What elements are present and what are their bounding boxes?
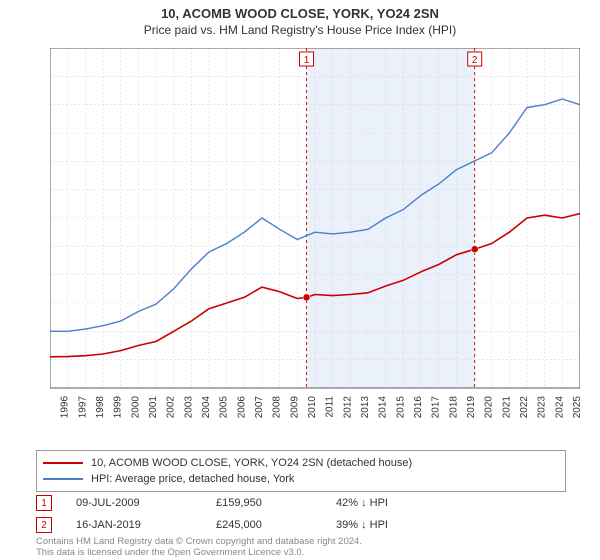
legend-box: 10, ACOMB WOOD CLOSE, YORK, YO24 2SN (de…: [36, 450, 566, 492]
svg-text:2014: 2014: [378, 396, 389, 419]
svg-text:2008: 2008: [272, 396, 283, 419]
svg-text:2010: 2010: [307, 396, 318, 419]
svg-text:1997: 1997: [77, 396, 88, 419]
svg-text:2025: 2025: [572, 396, 580, 419]
svg-text:1998: 1998: [95, 396, 106, 419]
title-address: 10, ACOMB WOOD CLOSE, YORK, YO24 2SN: [0, 6, 600, 21]
legend-label-1: 10, ACOMB WOOD CLOSE, YORK, YO24 2SN (de…: [91, 455, 412, 471]
svg-text:2005: 2005: [219, 396, 230, 419]
svg-text:2023: 2023: [537, 396, 548, 419]
legend-label-2: HPI: Average price, detached house, York: [91, 471, 294, 487]
svg-text:2: 2: [472, 55, 478, 66]
svg-text:2019: 2019: [466, 396, 477, 419]
svg-text:2017: 2017: [431, 396, 442, 419]
chart-container: 10, ACOMB WOOD CLOSE, YORK, YO24 2SN Pri…: [0, 0, 600, 560]
svg-text:2011: 2011: [325, 396, 336, 418]
svg-text:2016: 2016: [413, 396, 424, 419]
legend-swatch-1: [43, 462, 83, 464]
title-subtitle: Price paid vs. HM Land Registry's House …: [0, 23, 600, 37]
sale-marker-1: 1: [36, 495, 52, 511]
svg-text:2004: 2004: [201, 396, 212, 419]
svg-text:1996: 1996: [60, 396, 71, 419]
svg-text:1999: 1999: [113, 396, 124, 419]
svg-text:2007: 2007: [254, 396, 265, 419]
sale-table: 1 09-JUL-2009 £159,950 42% ↓ HPI 2 16-JA…: [36, 492, 566, 536]
chart-area: 1995199619971998199920002001200220032004…: [50, 48, 580, 413]
sale-marker-2: 2: [36, 517, 52, 533]
svg-text:2013: 2013: [360, 396, 371, 419]
legend-row-2: HPI: Average price, detached house, York: [43, 471, 559, 487]
sale-row-2: 2 16-JAN-2019 £245,000 39% ↓ HPI: [36, 514, 566, 536]
footer-line-1: Contains HM Land Registry data © Crown c…: [36, 536, 566, 547]
svg-text:2018: 2018: [448, 396, 459, 419]
svg-text:2024: 2024: [554, 396, 565, 419]
svg-text:2002: 2002: [166, 396, 177, 419]
svg-text:2021: 2021: [501, 396, 512, 419]
svg-text:1995: 1995: [50, 396, 53, 419]
svg-text:2003: 2003: [183, 396, 194, 419]
sale-price-2: £245,000: [216, 519, 336, 531]
chart-svg: 1995 1996 1997 1998 1999 2000 2001 2002 2003 2004…: [50, 48, 580, 443]
sale-delta-2: 39% ↓ HPI: [336, 519, 476, 531]
sale-date-1: 09-JUL-2009: [76, 497, 216, 509]
svg-text:2020: 2020: [484, 396, 495, 419]
sale-price-1: £159,950: [216, 497, 336, 509]
sale-delta-1: 42% ↓ HPI: [336, 497, 476, 509]
legend-swatch-2: [43, 478, 83, 480]
svg-text:2015: 2015: [395, 396, 406, 419]
sale-date-2: 16-JAN-2019: [76, 519, 216, 531]
svg-text:2006: 2006: [236, 396, 247, 419]
svg-text:2009: 2009: [289, 396, 300, 419]
legend-row-1: 10, ACOMB WOOD CLOSE, YORK, YO24 2SN (de…: [43, 455, 559, 471]
svg-text:2012: 2012: [342, 396, 353, 419]
svg-text:1: 1: [304, 55, 310, 66]
footer: Contains HM Land Registry data © Crown c…: [36, 536, 566, 558]
svg-text:2000: 2000: [130, 396, 141, 419]
svg-text:2001: 2001: [148, 396, 159, 419]
footer-line-2: This data is licensed under the Open Gov…: [36, 547, 566, 558]
title-block: 10, ACOMB WOOD CLOSE, YORK, YO24 2SN Pri…: [0, 0, 600, 37]
sale-row-1: 1 09-JUL-2009 £159,950 42% ↓ HPI: [36, 492, 566, 514]
svg-text:2022: 2022: [519, 396, 530, 419]
